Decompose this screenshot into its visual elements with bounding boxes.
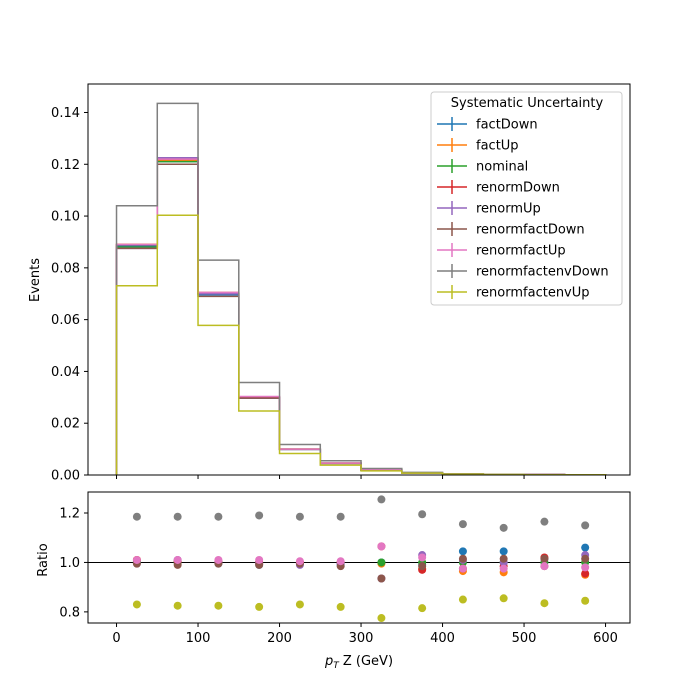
top-y-tick-label: 0.00 [51,469,80,484]
ratio-point-renormfactenvUp [581,596,590,605]
ratio-point-renormfactenvUp [377,614,386,623]
ratio-point-renormfactDown [540,554,549,563]
legend-label-renormDown: renormDown [476,181,560,196]
top-y-tick-label: 0.02 [51,417,80,432]
legend-label-renormfactDown: renormfactDown [476,223,585,238]
ratio-point-renormfactenvUp [499,594,508,603]
legend-label-factUp: factUp [476,139,519,154]
x-axis-label-suffix: Z (GeV) [339,654,393,669]
ratio-point-renormfactenvDown [499,523,508,532]
top-y-tick-label: 0.12 [51,158,80,173]
ratio-point-renormfactUp [132,555,141,564]
ratio-point-renormfactenvUp [132,600,141,609]
top-y-tick-label: 0.14 [51,106,80,121]
ratio-point-renormfactenvUp [255,602,264,611]
x-axis-label-subscript: T [333,661,340,671]
bottom-panel: 0.8 1.0 1.2 0 100 200 300 400 500 600 Ratio pT Z… [36,491,631,671]
ratio-points [132,495,590,623]
bottom-y-ticks: 0.8 1.0 1.2 [59,507,88,620]
bottom-axes-frame [87,491,631,624]
ratio-point-renormfactenvUp [540,599,549,608]
ratio-point-renormfactenvUp [173,601,182,610]
ratio-point-renormfactUp [581,563,590,572]
ratio-point-renormfactUp [377,542,386,551]
bottom-y-tick-label: 0.8 [59,605,80,620]
legend-label-renormfactenvDown: renormfactenvDown [476,265,609,280]
ratio-point-renormfactUp [458,564,467,573]
top-y-tick-label: 0.10 [51,210,80,225]
bottom-x-ticks: 0 100 200 300 400 500 600 [112,623,618,646]
ratio-point-renormfactDown [581,554,590,563]
ratio-point-renormfactUp [295,557,304,566]
ratio-point-renormfactUp [173,555,182,564]
ratio-point-renormfactUp [214,555,223,564]
top-y-tick-label: 0.04 [51,365,80,380]
legend-label-renormfactenvUp: renormfactenvUp [476,286,590,301]
top-panel: 0.000.020.040.060.080.100.120.14 Events … [28,83,631,484]
top-y-tick-label: 0.06 [51,313,80,328]
bottom-x-tick-label: 0 [112,631,120,646]
ratio-point-renormfactenvUp [214,601,223,610]
ratio-point-renormfactenvDown [377,495,386,504]
legend-items: factDown factUp nominal renormDown renormUp r… [437,117,609,301]
ratio-point-renormfactUp [499,564,508,573]
ratio-point-renormfactUp [540,562,549,571]
bottom-y-tick-label: 1.0 [59,556,80,571]
legend-label-renormUp: renormUp [476,202,541,217]
top-step-lines [115,102,607,476]
ratio-point-factDown [581,543,590,552]
ratio-point-renormfactenvUp [336,602,345,611]
ratio-point-renormfactenvDown [540,517,549,526]
ratio-point-renormfactenvDown [255,511,264,520]
ratio-point-renormfactenvDown [214,512,223,521]
legend-frame [430,91,623,306]
legend-label-nominal: nominal [476,160,528,175]
bottom-x-tick-label: 300 [349,631,374,646]
ratio-point-renormfactenvDown [581,521,590,530]
ratio-point-renormfactenvDown [132,512,141,521]
bottom-y-tick-label: 1.2 [59,507,80,522]
ratio-point-renormfactDown [499,554,508,563]
top-x-ticks [116,475,607,479]
legend-label-renormfactUp: renormfactUp [476,244,566,259]
top-y-ticks: 0.00 0.02 0.04 0.06 0.08 0.10 0.12 0.14 [51,106,88,484]
ratio-point-renormfactenvDown [458,520,467,529]
bottom-y-axis-label: Ratio [36,543,51,576]
ratio-point-factDown [458,547,467,556]
ratio-point-renormfactenvDown [418,510,427,519]
bottom-x-tick-label: 200 [267,631,292,646]
ratio-point-renormfactDown [377,574,386,583]
ratio-point-renormDown [581,569,590,578]
ratio-point-renormfactUp [255,555,264,564]
x-axis-label-prefix: p [324,654,333,669]
legend-label-factDown: factDown [476,118,538,133]
bottom-x-tick-label: 500 [512,631,537,646]
bottom-x-tick-label: 600 [593,631,618,646]
ratio-point-renormfactDown [458,554,467,563]
ratio-point-renormfactDown [418,562,427,571]
ratio-point-renormfactenvUp [458,595,467,604]
top-y-axis-label: Events [28,258,43,302]
ratio-point-nominal [377,558,386,567]
bottom-x-tick-label: 400 [430,631,455,646]
legend-title: Systematic Uncertainty [451,96,604,111]
top-y-tick-label: 0.08 [51,261,80,276]
ratio-point-renormfactenvUp [295,600,304,609]
legend: Systematic Uncertainty factDown factUp nom… [430,91,623,306]
ratio-point-renormfactUp [336,557,345,566]
ratio-point-renormfactenvUp [418,604,427,613]
ratio-point-renormfactenvDown [336,512,345,521]
bottom-x-tick-label: 100 [186,631,211,646]
ratio-point-renormfactenvDown [173,512,182,521]
ratio-point-renormfactUp [418,553,427,562]
top-axes-frame [87,83,631,476]
ratio-point-factDown [499,547,508,556]
x-axis-label: pT Z (GeV) [324,654,393,671]
ratio-point-renormfactenvDown [295,512,304,521]
